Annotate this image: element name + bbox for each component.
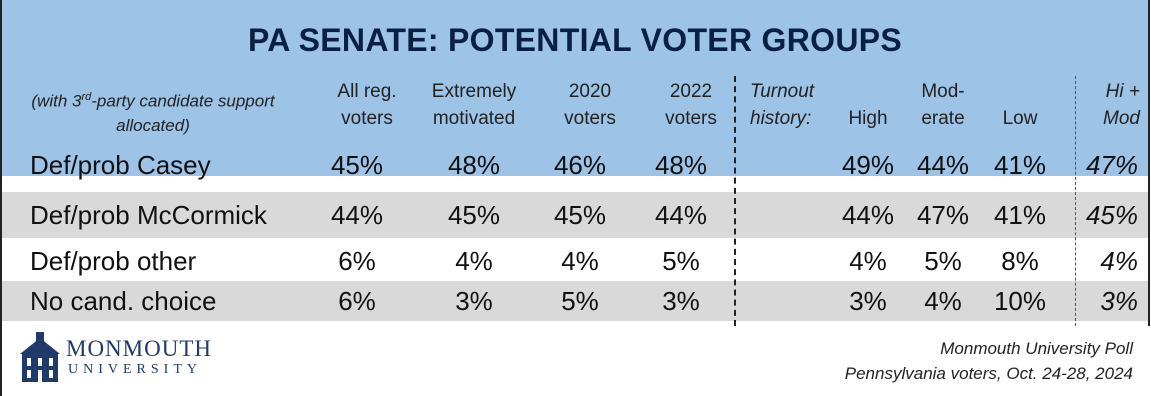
col-head-high-line: High [848,108,888,129]
table-cell: 44% [841,200,895,230]
col-head-2020-line1: 2020 [568,81,612,102]
himod-divider [1075,76,1076,326]
monmouth-logo: MONMOUTH UNIVERSITY [18,332,218,386]
col-head-all-reg: All reg. voters [312,78,422,132]
table-cell: 44% [654,200,708,230]
row-label: Def/prob other [30,246,197,276]
allocation-note: (with 3rd-party candidate support alloca… [28,85,278,138]
table-cell: 44% [916,150,970,180]
col-head-all-reg-line1: All reg. [337,81,397,102]
table-cell: 49% [841,150,895,180]
table-cell: 3% [1100,286,1138,316]
table-cell: 5% [924,246,962,276]
table-row: Def/prob other 6% 4% 4% 5% 4% 5% 8% 4% [2,242,1148,280]
row-label: Def/prob Casey [30,150,211,180]
col-head-moderate: Mod- erate [898,78,988,132]
col-head-2022-line2: voters [665,108,717,129]
table-cell: 6% [338,286,376,316]
col-head-high: High [828,78,908,132]
chart-title: PA SENATE: POTENTIAL VOTER GROUPS [247,22,903,58]
table-cell: 4% [924,286,962,316]
table-cell: 47% [916,200,970,230]
turnout-history-label: Turnout history: [750,78,814,132]
header-band [2,0,1148,176]
col-head-extremely: Extremely motivated [409,78,539,132]
table-cell: 45% [447,200,501,230]
table-cell: 3% [455,286,493,316]
col-head-extremely-line2: motivated [432,108,516,129]
table-cell: 4% [455,246,493,276]
table-cell: 41% [993,200,1047,230]
turnout-line2: history: [750,108,812,129]
table-cell: 44% [330,200,384,230]
table-cell: 8% [1001,246,1039,276]
table-cell: 45% [553,200,607,230]
note-suffix: -party candidate support allocated) [91,91,275,135]
table-cell: 6% [338,246,376,276]
source-line2: Pennsylvania voters, Oct. 24-28, 2024 [844,364,1133,383]
table-cell: 3% [849,286,887,316]
table-cell: 45% [1085,200,1138,230]
table-cell: 4% [849,246,887,276]
col-head-all-reg-line2: voters [341,108,393,129]
row-label: Def/prob McCormick [30,200,267,230]
table-row: Def/prob Casey 45% 48% 46% 48% 49% 44% 41% 47% [2,142,1148,188]
col-head-2020-line2: voters [564,108,616,129]
col-head-himod-line2: Mod [1103,108,1140,129]
col-head-low-line: Low [1002,108,1038,129]
table-row: Def/prob McCormick 44% 45% 45% 44% 44% 47% 41% 4… [2,192,1148,238]
table-cell: 3% [662,286,700,316]
right-border [1148,0,1150,326]
left-border [0,0,2,396]
col-head-himod-line1: Hi + [1105,81,1140,102]
row-label: No cand. choice [30,286,217,316]
table-cell: 41% [993,150,1047,180]
building-icon [20,332,60,382]
source-line1: Monmouth University Poll [940,339,1133,358]
table-cell: 5% [561,286,599,316]
table-cell: 48% [447,150,501,180]
table-cell: 10% [993,286,1047,316]
table-row: No cand. choice 6% 3% 5% 3% 3% 4% 10% 3% [2,281,1148,321]
table-cell: 5% [662,246,700,276]
note-superscript: rd [81,91,92,103]
table-cell: 4% [1100,246,1138,276]
note-prefix: (with 3 [31,91,82,111]
col-head-moderate-line1: Mod- [921,81,965,102]
logo-line1: MONMOUTH [66,336,212,361]
table-cell: 4% [561,246,599,276]
source-note: Monmouth University Poll Pennsylvania vo… [845,336,1133,386]
col-head-himod: Hi + Mod [1030,78,1140,132]
col-head-2022: 2022 voters [636,78,746,132]
col-head-low: Low [980,78,1060,132]
table-cell: 45% [330,150,384,180]
logo-line2: UNIVERSITY [68,362,202,377]
col-head-2020: 2020 voters [535,78,645,132]
turnout-divider [734,76,736,326]
table-cell: 46% [553,150,607,180]
table-cell: 48% [654,150,708,180]
col-head-moderate-line2: erate [921,108,965,129]
col-head-2022-line1: 2022 [669,81,713,102]
col-head-extremely-line1: Extremely [431,81,517,102]
turnout-line1: Turnout [750,81,815,102]
table-cell: 47% [1085,150,1138,180]
